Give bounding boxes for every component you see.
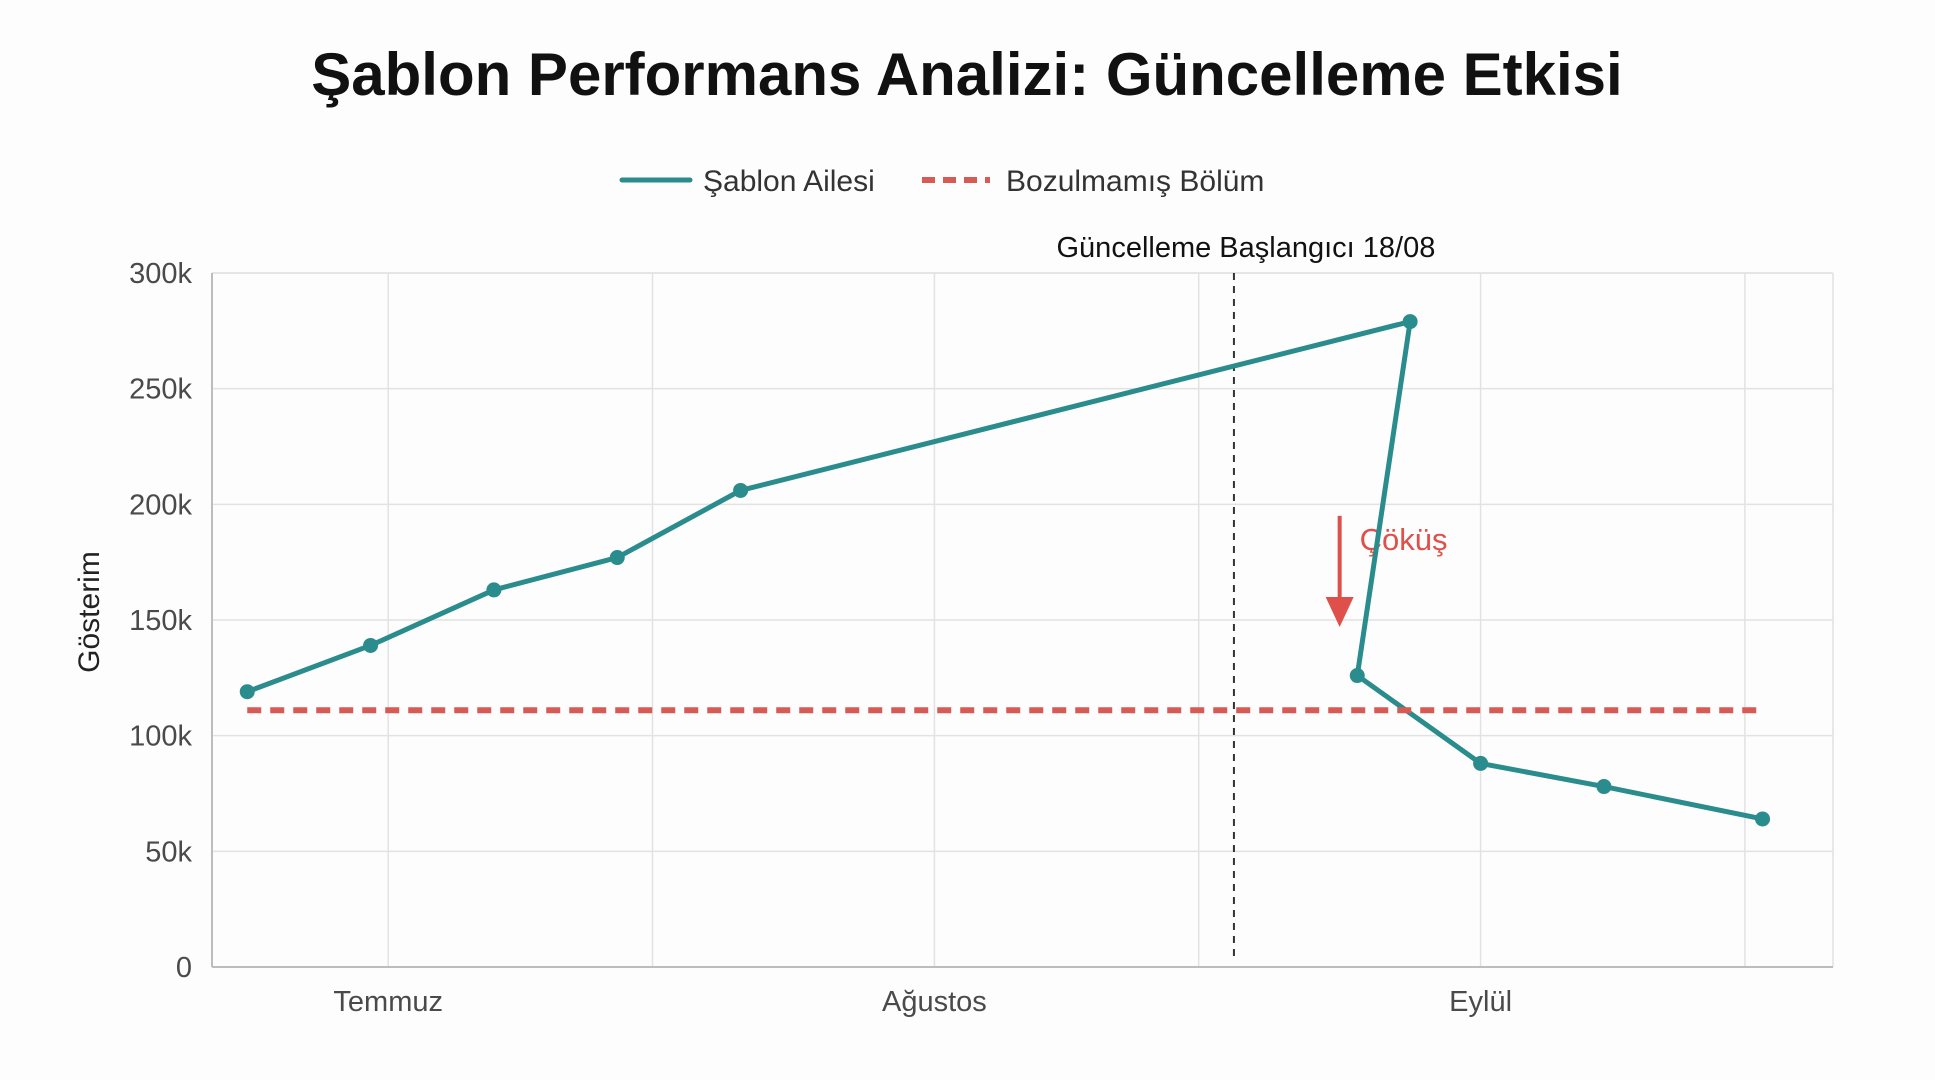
y-axis-label: Gösterim: [73, 551, 106, 673]
annotations: Güncelleme Başlangıcı 18/08 Çöküş: [1057, 232, 1448, 962]
y-tick-label: 300k: [129, 258, 192, 290]
y-tick-label: 50k: [145, 836, 192, 868]
plot-series: [244, 319, 1766, 822]
y-tick-label: 150k: [129, 605, 192, 637]
update-start-label: Güncelleme Başlangıcı 18/08: [1057, 232, 1436, 264]
data-point: [486, 582, 502, 598]
data-point: [733, 482, 749, 498]
y-tick-label: 200k: [129, 489, 192, 521]
y-tick-label: 0: [176, 952, 192, 984]
crash-arrow-head: [1325, 596, 1354, 627]
data-point: [1473, 755, 1489, 771]
data-point: [609, 550, 625, 566]
axes: 0 50k 100k 150k 200k 250k 300k Temmuz Ağustos Eyl…: [129, 258, 1833, 1018]
grid: [212, 272, 1834, 967]
series-line-sablon-ailesi: [244, 319, 1766, 822]
data-point: [1402, 314, 1418, 330]
data-point: [363, 637, 379, 653]
plot-markers: [239, 314, 1771, 827]
y-tick-label: 250k: [129, 374, 192, 406]
x-tick-label: Temmuz: [333, 986, 443, 1018]
chart-title: Şablon Performans Analizi: Güncelleme Et…: [311, 41, 1622, 108]
legend-label-series-1: Şablon Ailesi: [703, 165, 875, 198]
legend-label-series-2: Bozulmamış Bölüm: [1006, 165, 1264, 198]
data-point: [1596, 779, 1612, 795]
legend: Şablon Ailesi Bozulmamış Bölüm: [619, 165, 1264, 198]
data-point: [1349, 668, 1365, 684]
data-point: [1755, 811, 1771, 827]
y-tick-label: 100k: [129, 721, 192, 753]
data-point: [239, 684, 255, 700]
x-tick-label: Eylül: [1449, 986, 1512, 1018]
x-tick-label: Ağustos: [882, 986, 987, 1018]
crash-label: Çöküş: [1360, 522, 1448, 557]
